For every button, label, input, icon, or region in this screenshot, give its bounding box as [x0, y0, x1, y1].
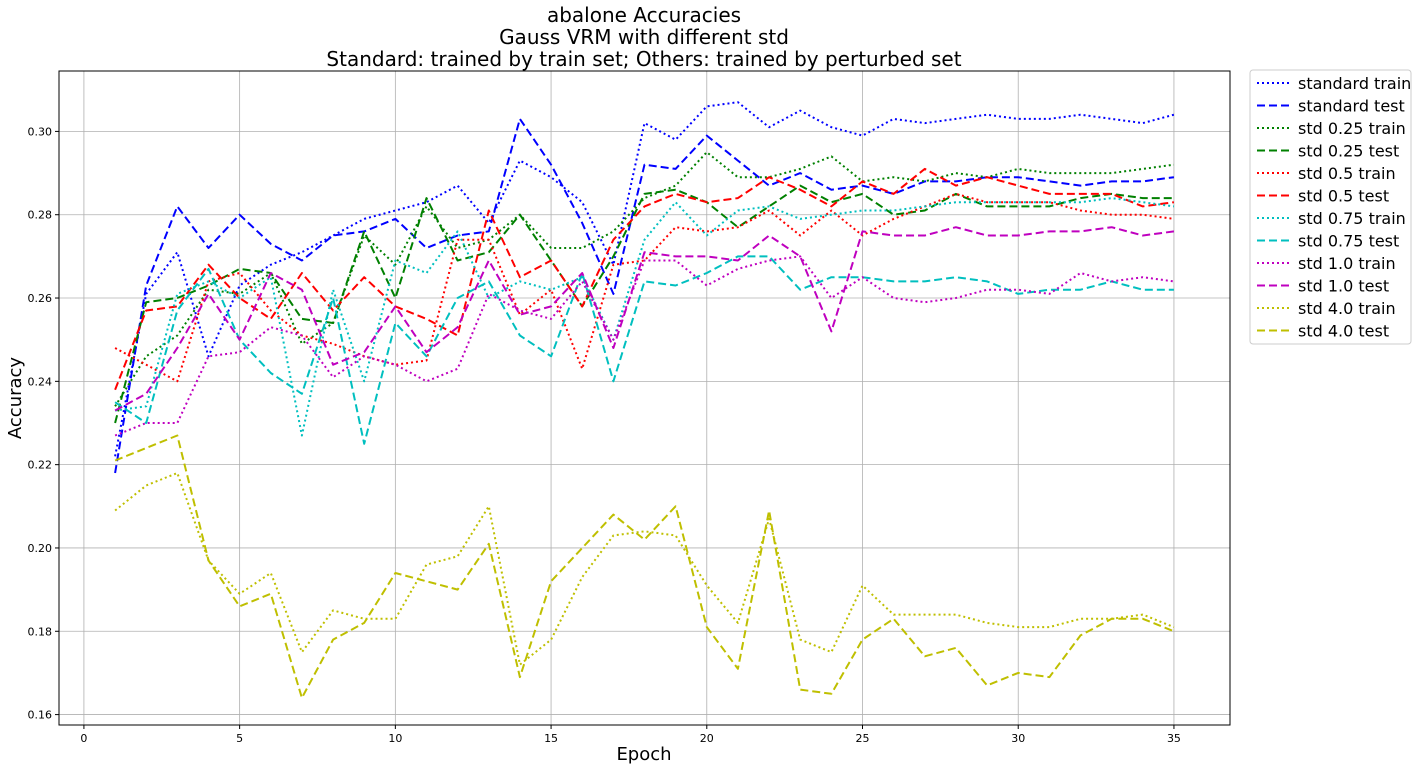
legend-label-std-4-0-train: std 4.0 train [1298, 299, 1396, 318]
legend-label-std-0-75-train: std 0.75 train [1298, 209, 1406, 228]
legend-box [1249, 69, 1412, 345]
legend-label-std-0-75-test: std 0.75 test [1298, 232, 1399, 251]
y-tick-label: 0.28 [28, 209, 53, 222]
x-tick-label: 30 [1011, 732, 1025, 745]
series-line-std-0-5-test [114, 167, 1175, 391]
y-tick-label: 0.20 [28, 542, 53, 555]
legend-label-std-1-0-train: std 1.0 train [1298, 254, 1396, 273]
legend-label-standard-train: standard train [1298, 74, 1411, 93]
chart-title-line-2: Gauss VRM with different std [499, 25, 789, 49]
x-tick-label: 0 [80, 732, 87, 745]
grid-lines [59, 71, 1230, 725]
series-line-std-4-0-train [114, 472, 1175, 666]
x-tick-label: 35 [1167, 732, 1181, 745]
series-line-std-0-5-train [114, 192, 1175, 383]
plot-area-frame [58, 70, 1231, 726]
legend-label-std-0-25-train: std 0.25 train [1298, 119, 1406, 138]
series-line-standard-test [114, 117, 1175, 474]
x-tick-label: 25 [856, 732, 870, 745]
y-tick-label: 0.16 [28, 709, 53, 722]
legend-label-std-4-0-test: std 4.0 test [1298, 322, 1389, 341]
legend-label-std-0-5-train: std 0.5 train [1298, 164, 1396, 183]
x-tick-label: 5 [236, 732, 243, 745]
x-axis-label: Epoch [616, 744, 671, 765]
series-line-std-0-75-test [114, 255, 1174, 445]
y-axis-label: Accuracy [5, 357, 26, 440]
x-tick-label: 10 [388, 732, 402, 745]
y-tick-label: 0.22 [28, 459, 53, 472]
legend-label-standard-test: standard test [1298, 97, 1405, 116]
chart-title-line-3: Standard: trained by train set; Others: … [326, 47, 961, 71]
y-tick-label: 0.18 [28, 625, 53, 638]
legend-label-std-0-25-test: std 0.25 test [1298, 142, 1399, 161]
x-tick-label: 20 [700, 732, 714, 745]
series-line-std-0-25-test [114, 184, 1174, 424]
series-lines [114, 101, 1175, 699]
legend: standard train standard test std 0.25 trai… [1249, 69, 1412, 345]
series-line-std-1-0-train [114, 255, 1175, 437]
axis-ticks: 0 5 10 15 20 25 30 35 0.16 0.18 0.20 0.22 0.24 0.26 0.… [28, 125, 1181, 745]
y-tick-label: 0.26 [28, 292, 53, 305]
series-line-std-0-75-train [114, 197, 1175, 437]
x-tick-label: 15 [544, 732, 558, 745]
legend-label-std-0-5-test: std 0.5 test [1298, 187, 1389, 206]
series-line-std-1-0-test [114, 226, 1175, 412]
y-tick-label: 0.24 [28, 375, 53, 388]
legend-label-std-1-0-test: std 1.0 test [1298, 277, 1389, 296]
chart-title-line-1: abalone Accuracies [547, 3, 741, 27]
y-tick-label: 0.30 [28, 125, 53, 138]
